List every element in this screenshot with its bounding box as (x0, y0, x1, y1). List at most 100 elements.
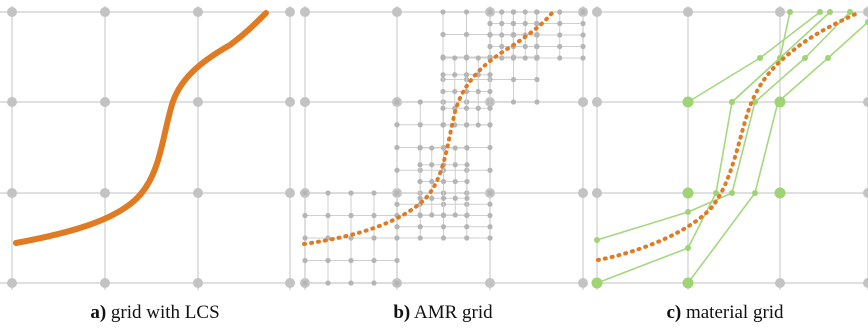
material-line (754, 57, 806, 103)
amr-node (325, 257, 331, 264)
amr-node (440, 145, 447, 151)
material-node-large (682, 96, 694, 108)
amr-node (534, 9, 540, 15)
amr-node (487, 190, 493, 196)
material-node-large (774, 96, 786, 108)
grid-node (863, 188, 868, 198)
amr-node (348, 235, 354, 241)
amr-node (510, 99, 517, 105)
material-node-large (591, 277, 603, 289)
material-node-large (774, 187, 786, 199)
material-node (752, 190, 758, 196)
material-line (777, 57, 829, 103)
amr-node (417, 122, 423, 128)
material-line (715, 101, 733, 194)
amr-node (394, 167, 400, 173)
amr-node (417, 99, 423, 105)
grid-node (578, 97, 588, 107)
amr-node (580, 55, 586, 61)
panel-c-material-grid (591, 6, 868, 290)
amr-node (522, 20, 528, 27)
grid-node (578, 278, 588, 288)
amr-node (463, 72, 470, 78)
material-node (752, 99, 758, 105)
grid-node (578, 188, 588, 198)
amr-node (499, 9, 505, 15)
amr-node (487, 144, 493, 151)
amr-node (452, 145, 458, 151)
material-node-large (682, 187, 694, 199)
panel-a-lcs-grid (0, 6, 295, 290)
amr-node (580, 9, 586, 15)
grid-node (100, 97, 110, 107)
material-node (729, 99, 735, 105)
amr-node (302, 212, 308, 219)
amr-node (417, 235, 423, 241)
amr-node (557, 20, 563, 27)
material-node (827, 9, 833, 15)
grid-node (392, 7, 402, 17)
grid-node (100, 188, 110, 198)
amr-node (510, 32, 517, 38)
amr-node (487, 20, 493, 27)
coarse-grid-a (0, 6, 295, 290)
amr-node (463, 88, 470, 95)
amr-refined-cells (302, 9, 586, 286)
grid-node (193, 7, 203, 17)
grid-node (592, 7, 602, 17)
amr-node (429, 195, 435, 201)
amr-node (325, 190, 331, 196)
amr-node (302, 280, 308, 286)
amr-node (522, 43, 528, 50)
amr-node (510, 20, 517, 27)
amr-node (464, 145, 470, 151)
amr-node (463, 31, 470, 38)
amr-node (429, 212, 435, 218)
grid-node (863, 7, 868, 17)
amr-node (463, 9, 470, 15)
amr-node (371, 257, 377, 264)
amr-node (440, 9, 446, 15)
material-line (827, 21, 868, 59)
material-line (731, 101, 756, 194)
amr-node (452, 212, 458, 218)
grid-node (592, 97, 602, 107)
material-node (713, 190, 719, 196)
material-node (685, 245, 691, 251)
amr-node (534, 55, 540, 61)
grid-node (285, 97, 295, 107)
amr-node (440, 122, 446, 128)
material-line (754, 101, 779, 194)
amr-node (475, 122, 481, 128)
material-node (847, 9, 853, 15)
grid-node (300, 97, 310, 107)
amr-node (580, 32, 586, 38)
grid-node (7, 278, 17, 288)
amr-node (464, 224, 470, 230)
amr-node (452, 162, 458, 168)
amr-node (371, 235, 377, 241)
amr-node (348, 257, 354, 264)
material-line (596, 247, 689, 284)
amr-node (371, 212, 377, 219)
grid-node (485, 278, 495, 288)
amr-node (580, 43, 586, 50)
material-node (757, 55, 763, 61)
amr-node (475, 88, 481, 95)
grid-node (863, 278, 868, 288)
amr-node (440, 224, 447, 230)
amr-node (371, 280, 377, 286)
grid-node (7, 97, 17, 107)
coarse-grid-c (592, 6, 868, 290)
amr-node (463, 105, 470, 111)
amr-node (440, 212, 447, 218)
grid-node (775, 278, 785, 288)
amr-node (452, 195, 458, 201)
amr-node (348, 190, 354, 196)
amr-node (417, 162, 423, 168)
amr-node (452, 55, 458, 61)
amr-node (394, 280, 400, 286)
material-line (687, 57, 761, 103)
amr-node (429, 178, 435, 185)
amr-node (348, 212, 354, 219)
